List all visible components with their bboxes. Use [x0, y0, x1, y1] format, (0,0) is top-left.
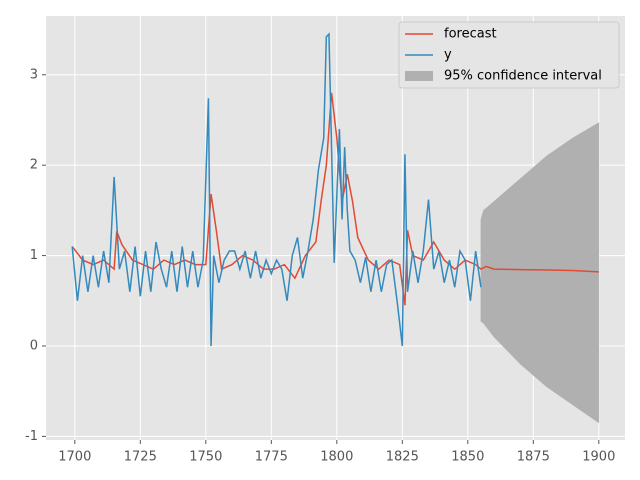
legend-label: 95% confidence interval [444, 69, 602, 84]
legend-label: forecast [444, 27, 497, 42]
confidence-band [480, 210, 484, 324]
y-tick-label: 3 [30, 67, 38, 82]
x-tick-label: 1725 [124, 450, 157, 465]
confidence-band [519, 155, 547, 388]
x-tick-label: 1825 [386, 450, 419, 465]
x-tick-label: 1900 [582, 450, 615, 465]
legend: forecast y 95% confidence interval [398, 21, 620, 89]
x-tick-label: 1775 [255, 450, 288, 465]
y-tick-label: 2 [30, 158, 38, 173]
confidence-band [493, 178, 521, 365]
x-tick-label: 1800 [320, 450, 353, 465]
x-tick-label: 1875 [517, 450, 550, 465]
confidence-band [546, 137, 573, 406]
x-tick-label: 1750 [189, 450, 222, 465]
y-tick-label: -1 [25, 429, 38, 444]
x-tick-label: 1700 [58, 450, 91, 465]
legend-label: y [444, 48, 452, 63]
y-tick-label: 0 [30, 338, 38, 353]
x-tick-label: 1850 [451, 450, 484, 465]
y-tick-label: 1 [30, 248, 38, 263]
legend-frame [398, 21, 620, 89]
confidence-band [572, 122, 600, 424]
series-line [71, 32, 482, 347]
legend-swatch [405, 71, 433, 81]
